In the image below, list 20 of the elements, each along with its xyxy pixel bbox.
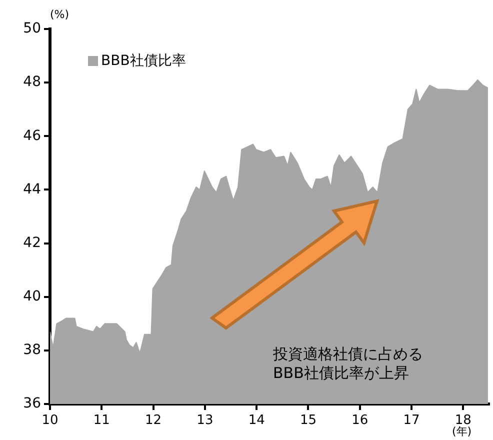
x-tick-label: 15: [300, 413, 317, 428]
legend-label: BBB社債比率: [101, 52, 186, 70]
x-tick-label: 13: [196, 413, 214, 428]
y-tick-label: 38: [23, 342, 41, 358]
annotation: 投資適格社債に占める BBB社債比率が上昇: [273, 345, 423, 383]
y-tick-label: 48: [23, 74, 41, 90]
y-tick-label: 42: [23, 234, 41, 251]
y-tick-label: 40: [23, 288, 41, 304]
x-tick-label: 16: [352, 413, 368, 428]
x-axis-title: (年): [452, 424, 472, 439]
x-tick-label: 11: [93, 413, 110, 428]
x-tick-label: 12: [145, 413, 162, 428]
x-tick-label: 10: [42, 413, 58, 428]
y-tick-label: 46: [23, 128, 42, 144]
x-tick-label: 17: [403, 413, 420, 428]
y-tick-label: 50: [23, 20, 41, 37]
y-axis-title: (%): [50, 8, 70, 21]
x-tick-label: 14: [248, 413, 265, 428]
y-tick-label: 36: [23, 396, 42, 412]
y-tick-label: 44: [23, 181, 42, 198]
